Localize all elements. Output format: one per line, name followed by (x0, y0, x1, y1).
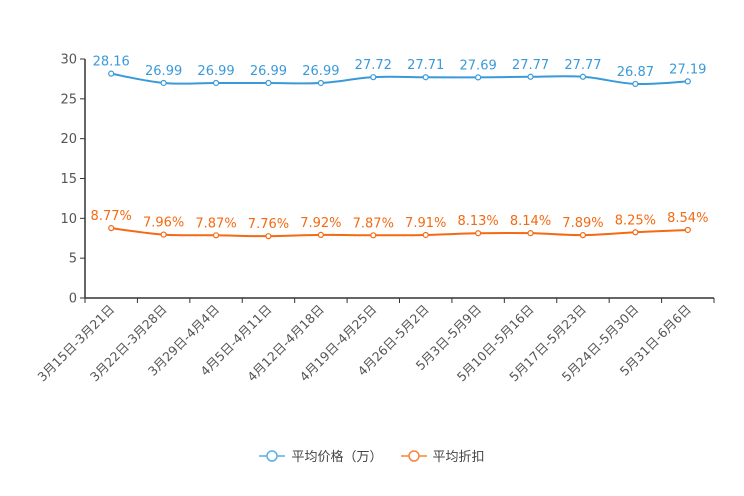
data-label: 26.99 (197, 64, 234, 79)
y-tick-label: 15 (60, 172, 77, 187)
data-point (265, 79, 272, 87)
series-line-0 (111, 72, 688, 86)
legend-item-price[interactable]: 平均价格（万） (259, 446, 383, 465)
legend: 平均价格（万） 平均折扣 (0, 446, 744, 465)
data-label: 8.25% (615, 213, 656, 228)
data-label: 7.96% (143, 216, 184, 231)
data-label: 8.77% (91, 209, 132, 224)
data-label: 8.14% (510, 214, 551, 229)
data-point (527, 230, 534, 237)
data-point (632, 80, 639, 88)
data-point (317, 231, 324, 239)
y-tick-label: 30 (60, 53, 77, 68)
data-point (160, 231, 167, 238)
data-point (475, 74, 482, 81)
data-label: 7.87% (195, 216, 236, 231)
data-label: 7.91% (405, 216, 446, 231)
data-label: 8.54% (667, 211, 708, 226)
data-point (212, 79, 220, 87)
y-tick-label: 10 (60, 212, 77, 227)
data-point (475, 230, 482, 237)
data-label: 27.77 (564, 58, 601, 73)
data-point (579, 232, 587, 239)
legend-item-discount[interactable]: 平均折扣 (400, 446, 485, 465)
data-point (579, 73, 587, 80)
data-label: 7.76% (248, 217, 289, 232)
data-point (370, 74, 377, 81)
data-point (684, 78, 691, 85)
data-point (684, 226, 691, 234)
data-label: 28.16 (93, 55, 130, 70)
data-label: 7.89% (562, 216, 603, 231)
data-label: 26.87 (617, 65, 654, 80)
line-chart: 0510152025303月15日-3月21日3月22日-3月28日3月29日-… (34, 53, 715, 384)
series-line-1 (111, 227, 688, 238)
data-label: 27.72 (355, 58, 392, 73)
data-label: 27.77 (512, 58, 549, 73)
data-label: 7.92% (300, 216, 341, 231)
data-point (317, 79, 324, 87)
data-label: 7.87% (353, 216, 394, 231)
data-point (422, 74, 429, 81)
data-label: 26.99 (145, 64, 182, 79)
legend-marker-discount-icon (400, 449, 427, 462)
data-label: 27.69 (460, 58, 497, 73)
data-point (108, 70, 115, 77)
y-tick-label: 5 (69, 252, 77, 267)
data-point (160, 79, 167, 87)
y-tick-label: 25 (60, 92, 77, 107)
data-point (265, 233, 272, 240)
legend-label-discount: 平均折扣 (432, 450, 485, 465)
data-point (212, 232, 220, 239)
data-point (422, 231, 429, 239)
data-point (108, 225, 115, 232)
data-point (632, 229, 639, 236)
legend-label-price: 平均价格（万） (291, 450, 383, 465)
legend-marker-price-icon (259, 449, 286, 462)
data-label: 8.13% (457, 214, 498, 229)
y-tick-label: 0 (69, 292, 77, 307)
data-label: 26.99 (250, 64, 287, 79)
y-tick-label: 20 (60, 132, 77, 147)
data-point (527, 73, 534, 80)
data-label: 27.71 (407, 58, 444, 73)
data-point (370, 232, 377, 239)
data-label: 26.99 (302, 64, 339, 79)
data-label: 27.19 (669, 62, 706, 77)
